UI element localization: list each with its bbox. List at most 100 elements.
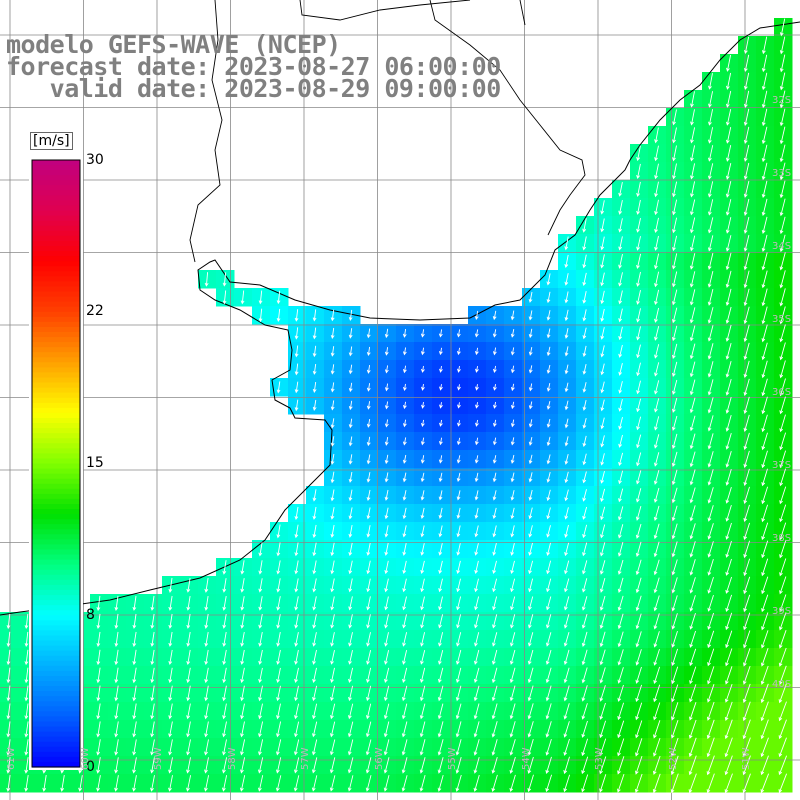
wind-arrow: [401, 685, 408, 702]
wind-arrow: [330, 418, 335, 429]
latitude-label: 37S: [772, 460, 792, 471]
wind-arrow: [474, 596, 480, 611]
wind-arrow: [509, 632, 516, 647]
wind-arrow: [439, 419, 443, 427]
wind-arrow: [510, 365, 515, 374]
wind-arrow: [204, 613, 209, 629]
wind-arrow: [743, 576, 751, 595]
wind-arrow: [384, 365, 389, 374]
wind-arrow: [671, 595, 678, 612]
wind-arrow: [742, 755, 751, 776]
wind-arrow: [528, 525, 533, 538]
wind-arrow: [725, 594, 733, 612]
wind-arrow: [384, 578, 389, 593]
wind-arrow: [150, 739, 155, 756]
wind-arrow: [491, 649, 498, 665]
wind-arrow: [742, 683, 751, 703]
wind-arrow: [725, 90, 732, 108]
wind-arrow: [654, 398, 660, 413]
wind-arrow: [563, 667, 570, 684]
wind-arrow: [760, 755, 769, 776]
wind-arrow: [384, 525, 389, 538]
wind-arrow: [366, 454, 371, 465]
wind-arrow: [581, 596, 588, 611]
wind-arrow: [635, 541, 642, 558]
wind-arrow: [401, 757, 408, 774]
wind-arrow: [599, 756, 607, 775]
colorbar-segment: [32, 605, 80, 611]
wind-arrow: [779, 504, 787, 523]
wind-arrow: [779, 144, 786, 163]
wind-arrow: [509, 756, 516, 774]
wind-arrow: [653, 613, 660, 630]
wind-arrow: [510, 419, 515, 428]
wind-arrow: [258, 596, 263, 611]
wind-arrow: [348, 507, 353, 520]
wind-arrow: [725, 666, 733, 685]
wind-arrow: [402, 525, 407, 538]
wind-arrow: [150, 613, 155, 629]
wind-arrow: [366, 542, 371, 556]
wind-arrow: [617, 649, 624, 666]
colorbar-segment: [32, 210, 80, 217]
wind-arrow: [510, 310, 515, 321]
wind-arrow: [528, 328, 533, 339]
wind-arrow: [347, 721, 354, 738]
wind-arrow: [671, 253, 678, 270]
wind-arrow: [636, 271, 641, 287]
wind-arrow: [670, 755, 679, 776]
wind-arrow: [618, 254, 623, 269]
colorbar-segment: [32, 635, 80, 642]
wind-arrow: [779, 576, 787, 595]
wind-arrow: [743, 126, 750, 145]
wind-arrow: [240, 649, 245, 665]
wind-arrow: [420, 632, 426, 647]
wind-arrow: [635, 649, 642, 666]
wind-arrow: [222, 578, 227, 593]
colorbar-segment: [32, 281, 80, 288]
wind-arrow: [564, 542, 570, 557]
wind-arrow: [474, 578, 479, 593]
wind-arrow: [510, 490, 515, 501]
wind-arrow: [779, 396, 786, 415]
wind-arrow: [6, 703, 11, 720]
colorbar-segment: [32, 160, 80, 166]
wind-arrow: [707, 325, 714, 342]
wind-arrow: [402, 596, 407, 611]
wind-arrow: [420, 560, 425, 575]
wind-arrow: [707, 505, 714, 522]
colorbar-segment: [32, 691, 80, 697]
wind-arrow: [258, 290, 263, 305]
wind-arrow: [24, 703, 29, 720]
wind-arrow: [671, 684, 679, 703]
wind-arrow: [6, 757, 11, 774]
wind-arrow: [743, 612, 751, 631]
wind-arrow: [312, 667, 317, 684]
wind-arrow: [707, 288, 714, 306]
longitude-label: 51W: [741, 747, 752, 770]
wind-arrow: [204, 667, 209, 684]
wind-arrow: [276, 560, 281, 575]
wind-arrow: [402, 329, 407, 338]
wind-arrow: [365, 703, 372, 720]
colorbar-segment: [32, 589, 80, 596]
wind-arrow: [582, 309, 587, 322]
wind-arrow: [618, 381, 623, 394]
wind-arrow: [600, 290, 605, 305]
wind-arrow: [779, 108, 786, 127]
wind-arrow: [473, 667, 480, 684]
wind-arrow: [761, 36, 768, 55]
wind-arrow: [581, 720, 588, 738]
wind-arrow: [384, 507, 389, 520]
wind-arrow: [654, 271, 660, 288]
colorbar-segment: [32, 610, 80, 616]
wind-arrow: [546, 418, 551, 428]
wind-arrow: [671, 271, 678, 288]
wind-arrow: [545, 614, 552, 629]
wind-arrow: [600, 345, 605, 358]
wind-arrow: [760, 719, 769, 740]
wind-arrow: [725, 181, 732, 198]
wind-arrow: [384, 614, 389, 629]
colorbar-segment: [32, 175, 80, 181]
wind-arrow: [653, 702, 661, 721]
